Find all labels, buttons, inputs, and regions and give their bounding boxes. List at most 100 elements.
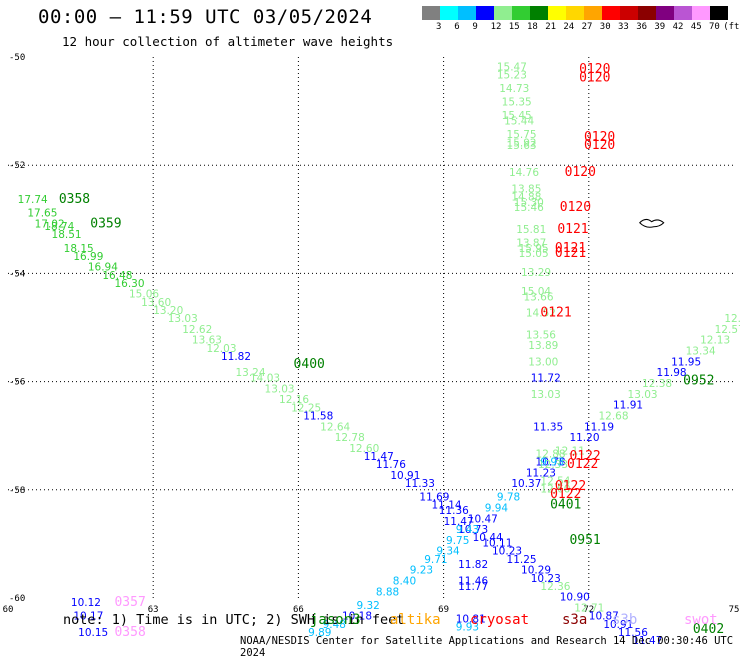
colorbar-label: 21 — [545, 22, 557, 32]
wave-height-value: 12.16 — [279, 394, 309, 406]
x-tick-label: 75 — [729, 605, 740, 615]
time-label: 0358 — [114, 625, 145, 640]
footer-note: note: 1) Time is in UTC; 2) SWH is in fe… — [63, 612, 405, 628]
wave-height-value: 11.91 — [613, 400, 643, 412]
wave-height-value: 11.77 — [458, 581, 488, 593]
colorbar-swatch — [512, 6, 530, 20]
time-label: 0120 — [579, 70, 610, 85]
time-label: 0122 — [555, 479, 586, 494]
time-label: 0120 — [584, 138, 615, 153]
wave-height-value: 9.78 — [497, 492, 520, 504]
time-label: 0951 — [569, 533, 600, 548]
colorbar-label: 18 — [527, 22, 538, 32]
wave-height-value: 9.23 — [410, 565, 433, 577]
wave-height-value: 10.18 — [342, 611, 372, 623]
wave-height-value: 8.88 — [376, 586, 399, 598]
x-tick-label: 69 — [438, 605, 449, 615]
wave-height-value: 11.36 — [439, 505, 469, 517]
wave-height-value: 14.73 — [499, 83, 529, 95]
time-label: 0400 — [294, 357, 325, 372]
wave-height-value: 15.75 — [507, 129, 537, 141]
colorbar-label: 42 — [672, 22, 684, 32]
time-label: 0122 — [567, 457, 598, 472]
x-tick-label: 60 — [3, 605, 14, 615]
wave-height-value: 15.44 — [504, 116, 534, 128]
legend-item-cryosat: cryosat — [470, 612, 530, 628]
wave-height-value: 12.71 — [574, 603, 604, 615]
time-label: 0359 — [90, 216, 121, 231]
wave-height-value: 9.94 — [485, 502, 509, 514]
y-tick-label: -60 — [9, 594, 25, 604]
colorbar-label: 39 — [654, 22, 666, 32]
wave-height-value: 9.75 — [446, 535, 469, 547]
y-tick-label: -56 — [9, 378, 25, 388]
time-label: 0402 — [693, 622, 724, 637]
wave-height-value: 9.32 — [356, 600, 379, 612]
wave-height-value: 12.25 — [291, 402, 321, 414]
wave-height-value: 13.24 — [235, 367, 265, 379]
wave-height-value: 12.11 — [555, 446, 585, 458]
colorbar-swatch — [440, 6, 458, 20]
colorbar-swatch — [674, 6, 692, 20]
legend-item-altika: altika — [390, 612, 441, 628]
legend-item-s3a: s3a — [562, 612, 588, 628]
wave-height-value: 18.15 — [64, 243, 94, 255]
wave-height-value: 15.23 — [497, 70, 527, 82]
wave-height-value: 10.23 — [492, 546, 522, 558]
time-label: 0120 — [579, 62, 610, 77]
wave-height-value: 15.95 — [519, 243, 549, 255]
time-label: 0120 — [565, 165, 596, 180]
wave-height-value: 16.30 — [114, 278, 144, 290]
page-subtitle: 12 hour collection of altimeter wave hei… — [62, 34, 394, 49]
wave-height-value: 10.81 — [456, 613, 486, 625]
colorbar-swatch — [656, 6, 674, 20]
x-tick-label: 63 — [148, 605, 159, 615]
wave-height-value: 11.72 — [531, 373, 561, 385]
wave-height-value: 17.65 — [27, 208, 57, 220]
colorbar-swatch — [584, 6, 602, 20]
wave-height-value: 11.56 — [618, 627, 648, 639]
wave-height-value: 11.69 — [419, 492, 449, 504]
wave-height-value: 11.46 — [458, 575, 488, 587]
wave-height-value: 16.48 — [102, 270, 132, 282]
x-tick-label: 66 — [293, 605, 304, 615]
wave-height-value: 14.52 — [526, 308, 556, 320]
time-label: 0358 — [59, 192, 90, 207]
colorbar-swatch — [620, 6, 638, 20]
wave-height-value: 17.02 — [35, 218, 65, 230]
wave-height-value: 11.47 — [364, 451, 394, 463]
wave-height-value: 10.47 — [468, 513, 498, 525]
wave-height-value: 10.78 — [536, 456, 566, 468]
wave-height-value: 15.45 — [502, 110, 532, 122]
wave-height-value: 10.73 — [458, 524, 488, 536]
colorbar-label: 6 — [454, 22, 460, 32]
wave-height-value: 14.88 — [511, 191, 541, 203]
wave-height-value: 9.93 — [456, 621, 479, 633]
colorbar-swatch — [566, 6, 584, 20]
wave-height-value: 13.56 — [526, 329, 556, 341]
wave-height-value: 15.35 — [502, 97, 532, 109]
time-label: 0121 — [555, 246, 586, 261]
wave-height-value: 12.13 — [700, 335, 730, 347]
wave-height-value: 12.60 — [540, 484, 570, 496]
wave-height-value: 13.87 — [516, 237, 546, 249]
time-label: 0122 — [569, 449, 600, 464]
wave-height-value: 9.43 — [456, 524, 479, 536]
colorbar-swatch — [458, 6, 476, 20]
wave-height-value: 15.05 — [519, 248, 549, 260]
credit-line: NOAA/NESDIS Center for Satellite Applica… — [240, 635, 734, 659]
wave-height-value: 17.74 — [18, 194, 48, 206]
wave-height-value: 9.89 — [308, 627, 331, 639]
wave-height-value: 12.33 — [538, 459, 568, 471]
page-title: 00:00 — 11:59 UTC 03/05/2024 — [38, 6, 373, 28]
wave-height-value: 12.01 — [724, 313, 740, 325]
wave-height-value: 11.47 — [632, 635, 662, 647]
wave-height-value: 12.54 — [540, 475, 570, 487]
wave-height-value: 12.57 — [715, 324, 740, 336]
wave-height-colorbar — [422, 6, 728, 20]
wave-height-value: 12.38 — [642, 378, 672, 390]
time-label: 0120 — [560, 200, 591, 215]
y-tick-label: -54 — [9, 269, 25, 279]
wave-height-value: 10.17 — [73, 611, 103, 623]
wave-height-value: 15.46 — [514, 202, 544, 214]
